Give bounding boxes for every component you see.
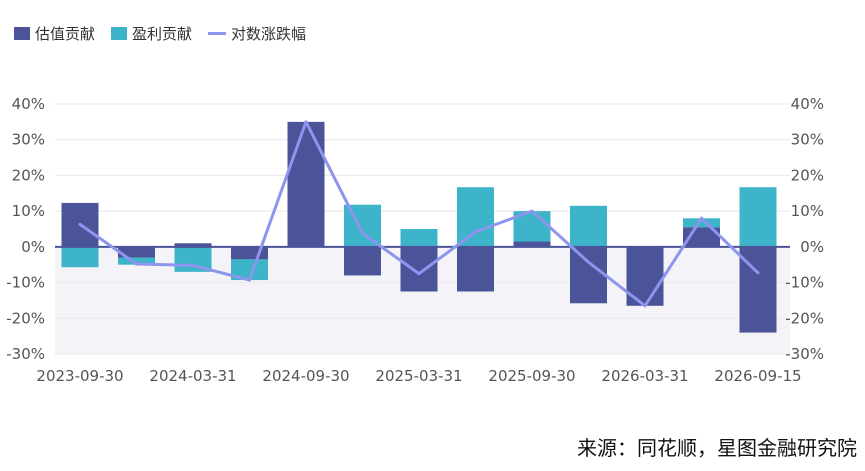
x-tick-label: 2026-09-15	[714, 367, 801, 385]
bar-valuation	[344, 246, 381, 276]
source-note: 来源：同花顺，星图金融研究院	[577, 436, 857, 460]
bar-earnings	[570, 205, 607, 247]
y-tick-label-left: -20%	[6, 309, 45, 327]
y-tick-label-left: 0%	[21, 238, 45, 256]
line-point-log_return	[587, 260, 590, 264]
y-tick-label-right: 10%	[791, 202, 824, 220]
y-tick-label-left: 40%	[12, 95, 45, 113]
x-axis: 2023-09-30 2024-03-31 2024-09-30 2025-03-31…	[36, 367, 801, 385]
legend-label-log_return: 对数涨跌幅	[231, 25, 306, 43]
legend-label-earnings: 盈利贡献	[132, 25, 192, 43]
x-tick-label: 2026-03-31	[601, 367, 688, 385]
legend-swatch-valuation	[14, 27, 30, 40]
y-tick-label-right: 40%	[791, 95, 824, 113]
y-tick-label-left: 20%	[12, 166, 45, 184]
x-tick-label: 2025-09-30	[488, 367, 575, 385]
bar-earnings	[457, 187, 494, 247]
y-tick-label-right: -30%	[785, 345, 824, 363]
line-point-log_return	[474, 230, 477, 234]
line-point-log_return	[248, 278, 251, 282]
line-series	[78, 120, 760, 308]
legend-swatch-earnings	[111, 27, 127, 40]
bar-valuation	[400, 246, 438, 292]
y-tick-label-left: -10%	[6, 274, 45, 292]
y-tick-label-left: 10%	[12, 202, 45, 220]
bar-earnings	[683, 218, 720, 228]
y-axis-left: -30% -20% -10% 0% 10% 20% 30% 40%	[6, 95, 45, 363]
line-point-log_return	[304, 120, 308, 124]
bar-earnings	[231, 259, 268, 281]
bar-earnings	[400, 229, 438, 247]
x-tick-label: 2024-09-30	[262, 367, 349, 385]
line-point-log_return	[78, 222, 82, 226]
x-tick-label: 2025-03-31	[375, 367, 462, 385]
line-point-log_return	[191, 263, 195, 267]
y-tick-label-right: 0%	[800, 238, 824, 256]
line-point-log_return	[135, 262, 138, 266]
line-point-log_return	[417, 272, 421, 276]
line-point-log_return	[700, 216, 703, 220]
y-tick-label-left: 30%	[12, 131, 45, 149]
bar-valuation	[513, 241, 551, 247]
legend: 估值贡献 盈利贡献 对数涨跌幅	[14, 25, 306, 43]
legend-label-valuation: 估值贡献	[35, 25, 95, 43]
bar-valuation	[457, 246, 494, 292]
bar-valuation	[287, 121, 325, 247]
x-tick-label: 2023-09-30	[36, 367, 123, 385]
y-tick-label-left: -30%	[6, 345, 45, 363]
gridlines	[55, 103, 790, 355]
bar-earnings	[61, 246, 99, 268]
y-tick-label-right: 20%	[791, 166, 824, 184]
line-point-log_return	[361, 231, 364, 235]
y-tick-label-right: -20%	[785, 309, 824, 327]
line-point-log_return	[530, 209, 534, 213]
bar-valuation	[570, 246, 607, 304]
line-point-log_return	[643, 304, 647, 308]
y-tick-label-right: 30%	[791, 131, 824, 149]
bar-earnings	[118, 257, 155, 265]
x-tick-label: 2024-03-31	[149, 367, 236, 385]
y-tick-label-right: -10%	[785, 274, 824, 292]
bar-valuation	[231, 246, 268, 260]
bar-valuation	[118, 246, 155, 258]
y-axis-right: -30% -20% -10% 0% 10% 20% 30% 40%	[785, 95, 824, 363]
line-point-log_return	[756, 271, 760, 275]
bar-valuation	[174, 243, 212, 247]
bar-earnings	[739, 187, 777, 247]
